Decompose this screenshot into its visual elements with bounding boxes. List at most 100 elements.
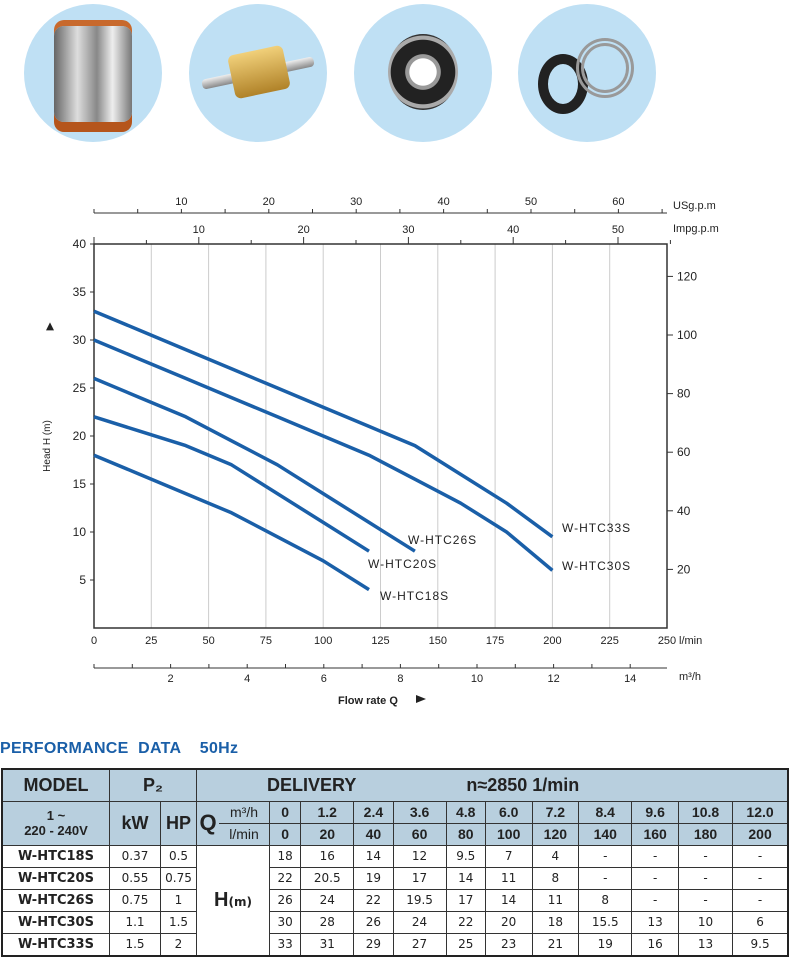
head-value-cell: 9.5 — [732, 932, 789, 956]
head-value-cell: 11 — [531, 888, 580, 912]
hp-cell: 0.5 — [160, 844, 197, 868]
head-value-cell: 8 — [578, 888, 633, 912]
seal-image — [518, 4, 656, 142]
head-value-cell: 13 — [631, 910, 679, 934]
impgpm-tick-label: 30 — [402, 224, 414, 236]
head-value-cell: 16 — [631, 932, 679, 956]
head-value-cell: 22 — [445, 910, 486, 934]
model-header: MODEL — [1, 768, 110, 802]
lmin-value: 140 — [578, 822, 633, 846]
head-value-cell: 10 — [677, 910, 734, 934]
m3h-value: 0 — [268, 800, 302, 824]
head-value-cell: - — [677, 866, 734, 890]
lmin-value: 0 — [268, 822, 302, 846]
x-axis-title: Flow rate Q — [338, 695, 398, 707]
m3h-tick-label: 4 — [244, 673, 250, 685]
head-value-cell: - — [732, 888, 789, 912]
head-label-cell: H(m) — [196, 844, 270, 956]
curve-w-htc20s — [93, 415, 370, 553]
x-tick-label: 175 — [486, 635, 504, 647]
p2-header: P₂ — [109, 768, 197, 802]
head-value-cell: 8 — [531, 866, 580, 890]
impgpm-tick-label: 40 — [507, 224, 519, 236]
head-value-cell: 28 — [300, 910, 355, 934]
curve-label: W-HTC26S — [408, 533, 477, 547]
head-value-cell: 31 — [300, 932, 355, 956]
head-value-cell: 23 — [484, 932, 533, 956]
m3h-tick-label: 14 — [624, 673, 636, 685]
head-value-cell: 24 — [300, 888, 355, 912]
hp-cell: 0.75 — [160, 866, 197, 890]
head-value-cell: 13 — [677, 932, 734, 956]
head-value-cell: 20 — [484, 910, 533, 934]
head-value-cell: 7 — [484, 844, 533, 868]
head-value-cell: 29 — [353, 932, 394, 956]
delivery-label: DELIVERY — [267, 774, 357, 795]
kw-header: kW — [109, 800, 161, 846]
usgpm-tick-label: 40 — [437, 196, 449, 208]
head-value-cell: 24 — [392, 910, 447, 934]
hp-header: HP — [160, 800, 197, 846]
arrow-right-icon — [416, 695, 426, 703]
head-value-cell: - — [732, 844, 789, 868]
voltage-header: 1 ~ 220 - 240V — [1, 800, 110, 846]
lmin-unit: l/min — [219, 822, 270, 846]
m3h-tick-label: 12 — [547, 673, 559, 685]
y2-tick-label: 120 — [677, 269, 697, 283]
lmin-value: 60 — [392, 822, 447, 846]
head-unit: (m) — [228, 894, 252, 909]
table-row: W-HTC18S 0.37 0.5 H(m) 18 16 14 12 9.5 7 4- - - - — [1, 844, 789, 956]
model-cell: W-HTC33S — [1, 932, 110, 956]
y2-tick-label: 100 — [677, 328, 697, 342]
impgpm-unit-label: Impg.p.m — [673, 223, 719, 235]
y-tick-label: 20 — [73, 429, 87, 443]
m3h-tick-label: 10 — [471, 673, 483, 685]
table-row: W-HTC20S 0.55 0.75 22 20.5 19 17 14 11 8- - - - — [1, 866, 789, 890]
lmin-value: 20 — [300, 822, 355, 846]
head-value-cell: 11 — [484, 866, 533, 890]
x-tick-label: 0 — [91, 635, 97, 647]
lmin-value: 160 — [631, 822, 679, 846]
head-value-cell: - — [631, 866, 679, 890]
impgpm-tick-label: 50 — [612, 224, 624, 236]
y2-tick-label: 80 — [677, 387, 691, 401]
head-value-cell: 18 — [268, 844, 302, 868]
head-value-cell: 4 — [531, 844, 580, 868]
y-axis-title: Head H (m) — [42, 420, 53, 472]
head-value-cell: 20.5 — [300, 866, 355, 890]
head-value-cell: - — [677, 888, 734, 912]
head-value-cell: 14 — [445, 866, 486, 890]
y-tick-label: 25 — [73, 381, 87, 395]
head-value-cell: 19 — [353, 866, 394, 890]
y2-tick-label: 20 — [677, 562, 691, 576]
head-value-cell: 25 — [445, 932, 486, 956]
lmin-value: 80 — [445, 822, 486, 846]
y2-tick-label: 60 — [677, 445, 691, 459]
usgpm-tick-label: 10 — [175, 196, 187, 208]
x-tick-label: 125 — [371, 635, 389, 647]
head-value-cell: 22 — [268, 866, 302, 890]
y-tick-label: 35 — [73, 285, 87, 299]
m3h-value: 8.4 — [578, 800, 633, 824]
x-tick-label: 50 — [202, 635, 214, 647]
m3h-unit: m³/h — [219, 800, 270, 824]
rotor-image — [189, 4, 327, 142]
head-value-cell: - — [677, 844, 734, 868]
m3h-value: 6.0 — [484, 800, 533, 824]
head-value-cell: - — [732, 866, 789, 890]
x-unit-label: l/min — [679, 635, 702, 647]
head-value-cell: 17 — [445, 888, 486, 912]
head-value-cell: 19 — [578, 932, 633, 956]
head-value-cell: 21 — [531, 932, 580, 956]
head-value-cell: 26 — [353, 910, 394, 934]
usgpm-tick-label: 50 — [525, 196, 537, 208]
bearing-image — [354, 4, 492, 142]
stator-image — [24, 4, 162, 142]
curve-w-htc33s — [93, 309, 554, 539]
head-value-cell: 15.5 — [578, 910, 633, 934]
performance-table: MODEL P₂ DELIVERY n≈2850 1/min 1 ~ 220 - 240… — [1, 768, 789, 957]
head-value-cell: 16 — [300, 844, 355, 868]
head-value-cell: 14 — [353, 844, 394, 868]
y-tick-label: 30 — [73, 333, 87, 347]
head-value-cell: 17 — [392, 866, 447, 890]
